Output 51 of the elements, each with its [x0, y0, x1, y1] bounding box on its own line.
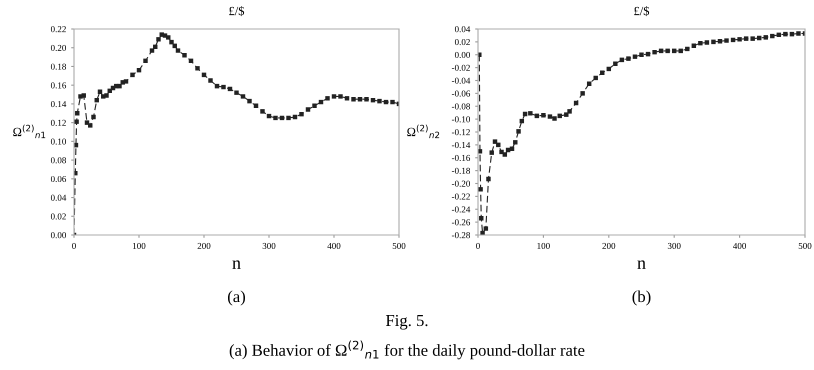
y-tick-label: 0.16: [50, 82, 66, 88]
y-tick-label: -0.12: [452, 129, 470, 136]
y-axis-title: Ω$^{(2)}$$_{n1}$: [13, 124, 46, 138]
y-tick-label: 0.02: [50, 213, 66, 220]
text: (a) Behavior of Ω$^{(2)}$$_{n1}$ for the daily pound-dollar rate: [230, 340, 584, 360]
x-tick-label: 0: [72, 242, 76, 249]
y-axis-title: Ω$^{(2)}$$_{n2}$: [407, 124, 440, 138]
chart-title: £/$: [229, 6, 244, 16]
y-tick-label: 0.08: [50, 157, 66, 164]
y-tick-label: 0.14: [50, 101, 66, 108]
x-tick-label: 200: [602, 242, 616, 249]
y-tick-label: -0.08: [452, 103, 470, 110]
y-tick-label: 0.02: [454, 39, 470, 46]
y-tick-label: 0.04: [454, 26, 470, 32]
y-tick-label: 0.20: [50, 44, 66, 51]
caption: Fig. 5.: [386, 314, 428, 330]
y-tick-label: -0.18: [452, 168, 470, 174]
y-tick-label: -0.16: [452, 154, 470, 162]
x-tick-label: 300: [668, 242, 681, 249]
y-tick-label: -0.28: [452, 232, 470, 238]
y-tick-label: 0.00: [50, 232, 66, 238]
x-tick-label: 400: [733, 242, 746, 249]
y-tick-label: 0.22: [50, 26, 66, 32]
chart-title: £/$: [634, 6, 650, 16]
y-tick-label: -0.24: [452, 206, 470, 213]
text: (b): [632, 290, 650, 306]
y-tick-label: -0.26: [452, 219, 470, 226]
y-tick-label: -0.06: [452, 90, 470, 97]
y-tick-label: 0.12: [50, 120, 66, 126]
y-tick-label: -0.22: [452, 194, 470, 200]
y-tick-label: 0.10: [50, 138, 66, 145]
x-tick-label: 400: [327, 242, 340, 249]
y-tick-label: -0.04: [452, 78, 470, 84]
text: (a): [228, 290, 246, 306]
y-tick-label: 0.06: [50, 176, 66, 182]
x-axis-title: n: [232, 260, 241, 269]
x-tick-label: 100: [133, 242, 146, 249]
y-tick-label: -0.20: [452, 180, 470, 187]
y-tick-label: -0.14: [452, 142, 470, 148]
x-tick-label: 500: [798, 242, 812, 249]
x-tick-label: 500: [392, 242, 406, 249]
x-axis-title: n: [637, 260, 646, 269]
y-tick-label: 0.00: [454, 52, 470, 58]
y-tick-label: -0.02: [452, 64, 470, 71]
x-tick-label: 100: [537, 242, 550, 249]
x-tick-label: 200: [198, 242, 210, 249]
y-tick-label: 0.04: [50, 194, 66, 201]
y-tick-label: -0.10: [452, 116, 470, 122]
x-tick-label: 300: [262, 242, 276, 249]
y-tick-label: 0.18: [50, 64, 66, 70]
x-tick-label: 0: [476, 242, 480, 249]
